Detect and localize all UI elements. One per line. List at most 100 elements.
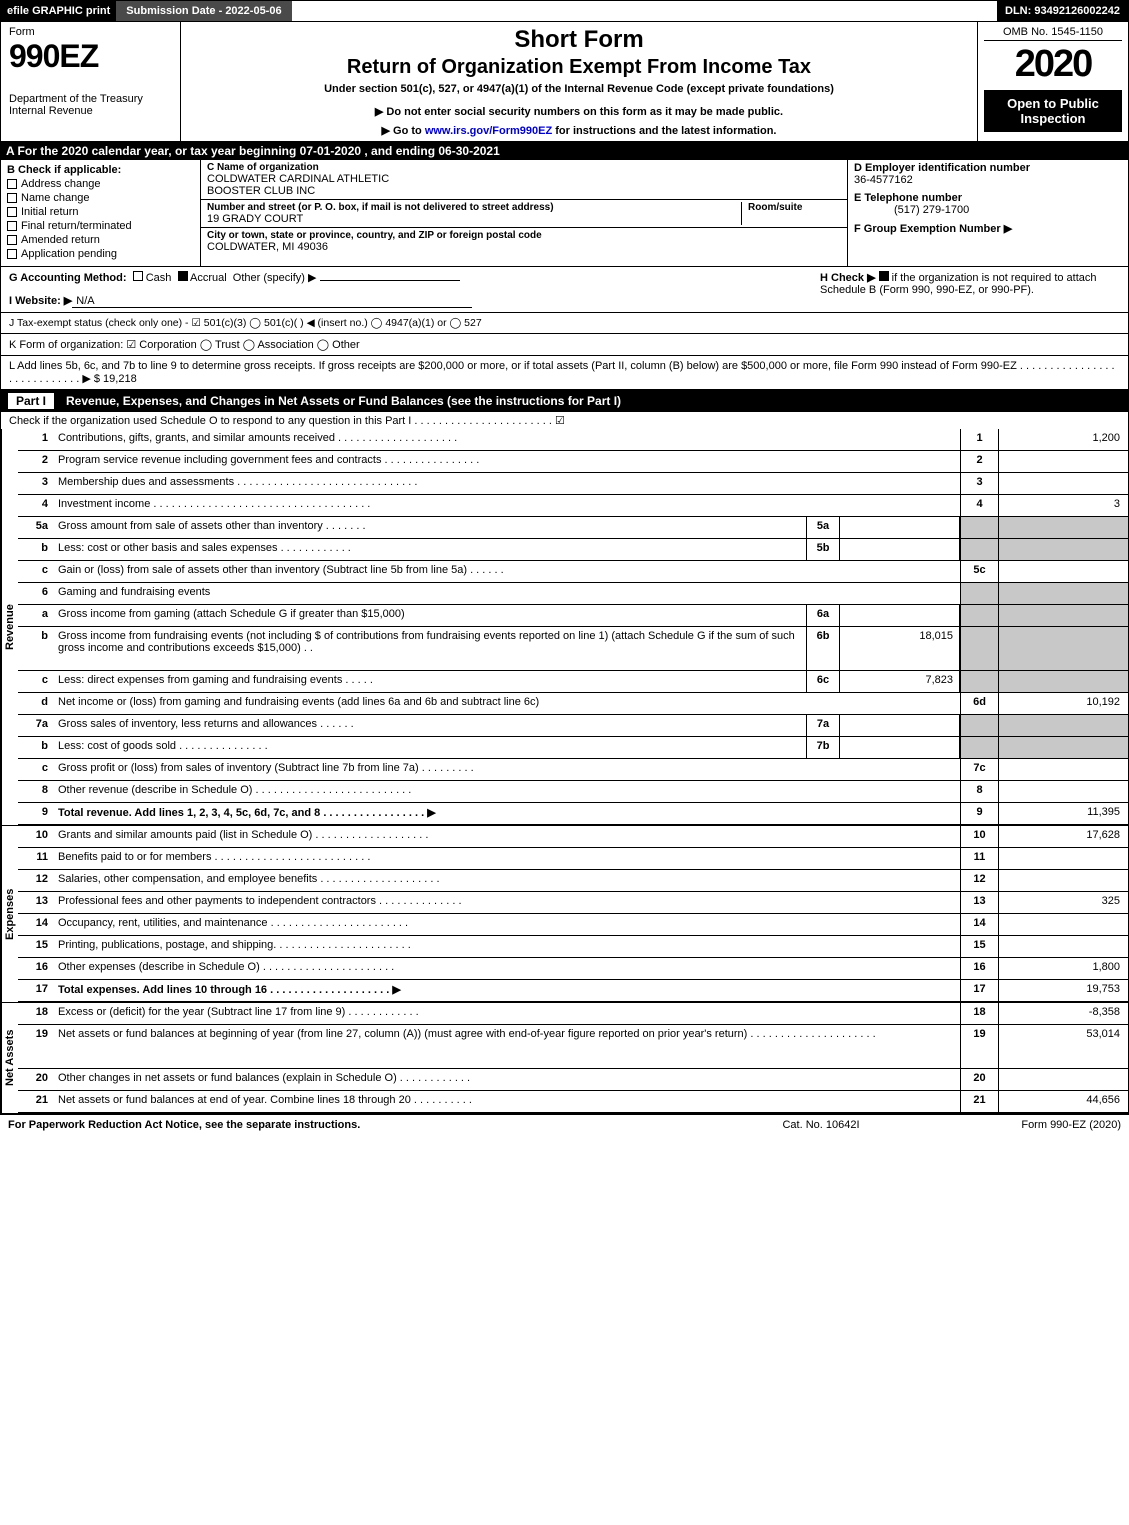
right-val-19: 53,014: [998, 1025, 1128, 1068]
mid-num-6c: 6c: [806, 671, 840, 692]
right-val-18: -8,358: [998, 1003, 1128, 1024]
line-num-21: 21: [18, 1091, 54, 1112]
tax-year: 2020: [984, 43, 1122, 86]
right-num-8: 8: [960, 781, 998, 802]
line-desc-4: Investment income . . . . . . . . . . . …: [54, 495, 960, 516]
right-val-17: 19,753: [998, 980, 1128, 1001]
line-desc-b: Less: cost or other basis and sales expe…: [54, 539, 806, 560]
gross-receipts: L Add lines 5b, 6c, and 7b to line 9 to …: [0, 356, 1129, 390]
part-1-check: Check if the organization used Schedule …: [0, 412, 1129, 429]
mid-val-5a: [840, 517, 960, 538]
line-num-14: 14: [18, 914, 54, 935]
mid-val-7b: [840, 737, 960, 758]
expenses-section: Expenses 10Grants and similar amounts pa…: [0, 825, 1129, 1002]
right-num-5c: 5c: [960, 561, 998, 582]
right-num-12: 12: [960, 870, 998, 891]
telephone: (517) 279-1700: [854, 204, 969, 216]
right-val-2: [998, 451, 1128, 472]
line-desc-b: Less: cost of goods sold . . . . . . . .…: [54, 737, 806, 758]
form-header: Form 990EZ Department of the Treasury In…: [0, 22, 1129, 142]
line-num-15: 15: [18, 936, 54, 957]
street-label: Number and street (or P. O. box, if mail…: [207, 202, 741, 213]
line-desc-17: Total expenses. Add lines 10 through 16 …: [54, 980, 960, 1001]
right-val-8: [998, 781, 1128, 802]
line-num-10: 10: [18, 826, 54, 847]
row-g-h: G Accounting Method: Cash Accrual Other …: [0, 267, 1129, 313]
h-checkbox[interactable]: [879, 271, 889, 281]
submission-date: Submission Date - 2022-05-06: [116, 1, 291, 21]
line-num-7a: 7a: [18, 715, 54, 736]
checkbox-name-change[interactable]: [7, 193, 17, 203]
efile-print-button[interactable]: efile GRAPHIC print: [1, 1, 116, 21]
right-num-19: 19: [960, 1025, 998, 1068]
line-desc-18: Excess or (deficit) for the year (Subtra…: [54, 1003, 960, 1024]
line-desc-11: Benefits paid to or for members . . . . …: [54, 848, 960, 869]
top-bar: efile GRAPHIC print Submission Date - 20…: [0, 0, 1129, 22]
checkbox-final-return-terminated[interactable]: [7, 221, 17, 231]
open-to-public: Open to Public Inspection: [984, 90, 1122, 132]
h-label: H Check ▶: [820, 272, 876, 284]
checkbox-address-change[interactable]: [7, 179, 17, 189]
line-num-b: b: [18, 627, 54, 670]
right-num-21: 21: [960, 1091, 998, 1112]
right-num-4: 4: [960, 495, 998, 516]
line-desc-d: Net income or (loss) from gaming and fun…: [54, 693, 960, 714]
line-desc-c: Gain or (loss) from sale of assets other…: [54, 561, 960, 582]
org-name-2: BOOSTER CLUB INC: [207, 185, 841, 197]
tax-exempt-status: J Tax-exempt status (check only one) - ☑…: [0, 313, 1129, 334]
checkbox-amended-return[interactable]: [7, 235, 17, 245]
checkbox-initial-return[interactable]: [7, 207, 17, 217]
mid-num-6a: 6a: [806, 605, 840, 626]
mid-num-6b: 6b: [806, 627, 840, 670]
right-num-10: 10: [960, 826, 998, 847]
page-footer: For Paperwork Reduction Act Notice, see …: [0, 1114, 1129, 1135]
line-desc-5a: Gross amount from sale of assets other t…: [54, 517, 806, 538]
part-1-header: Part I Revenue, Expenses, and Changes in…: [0, 390, 1129, 412]
expenses-label: Expenses: [1, 826, 18, 1002]
mid-val-6b: 18,015: [840, 627, 960, 670]
right-num-13: 13: [960, 892, 998, 913]
right-val-11: [998, 848, 1128, 869]
line-num-13: 13: [18, 892, 54, 913]
line-desc-20: Other changes in net assets or fund bala…: [54, 1069, 960, 1090]
under-section: Under section 501(c), 527, or 4947(a)(1)…: [191, 83, 967, 95]
right-val-10: 17,628: [998, 826, 1128, 847]
gross-receipts-value: 19,218: [103, 373, 137, 385]
right-num-1: 1: [960, 429, 998, 450]
right-val-20: [998, 1069, 1128, 1090]
revenue-section: Revenue 1Contributions, gifts, grants, a…: [0, 429, 1129, 825]
line-desc-c: Less: direct expenses from gaming and fu…: [54, 671, 806, 692]
net-assets-section: Net Assets 18Excess or (deficit) for the…: [0, 1002, 1129, 1114]
right-val-5c: [998, 561, 1128, 582]
part-1-tag: Part I: [8, 393, 54, 409]
part-1-title: Revenue, Expenses, and Changes in Net As…: [66, 394, 621, 408]
line-num-4: 4: [18, 495, 54, 516]
checkbox-application-pending[interactable]: [7, 249, 17, 259]
accrual-checkbox[interactable]: [178, 271, 188, 281]
form-label: Form: [9, 26, 172, 38]
right-val-6d: 10,192: [998, 693, 1128, 714]
return-title: Return of Organization Exempt From Incom…: [191, 56, 967, 79]
line-num-11: 11: [18, 848, 54, 869]
right-val-4: 3: [998, 495, 1128, 516]
line-num-d: d: [18, 693, 54, 714]
line-num-c: c: [18, 671, 54, 692]
right-val-7c: [998, 759, 1128, 780]
line-desc-10: Grants and similar amounts paid (list in…: [54, 826, 960, 847]
omb-number: OMB No. 1545-1150: [984, 26, 1122, 41]
irs-link[interactable]: www.irs.gov/Form990EZ: [425, 125, 552, 137]
line-desc-19: Net assets or fund balances at beginning…: [54, 1025, 960, 1068]
cash-checkbox[interactable]: [133, 271, 143, 281]
right-num-9: 9: [960, 803, 998, 824]
mid-num-7a: 7a: [806, 715, 840, 736]
line-num-8: 8: [18, 781, 54, 802]
mid-num-5a: 5a: [806, 517, 840, 538]
line-num-a: a: [18, 605, 54, 626]
website-value: N/A: [72, 295, 472, 308]
right-val-16: 1,800: [998, 958, 1128, 979]
right-val-3: [998, 473, 1128, 494]
room-label: Room/suite: [748, 202, 841, 213]
line-num-b: b: [18, 737, 54, 758]
catalog-number: Cat. No. 10642I: [721, 1119, 921, 1131]
tel-label: E Telephone number: [854, 192, 962, 204]
